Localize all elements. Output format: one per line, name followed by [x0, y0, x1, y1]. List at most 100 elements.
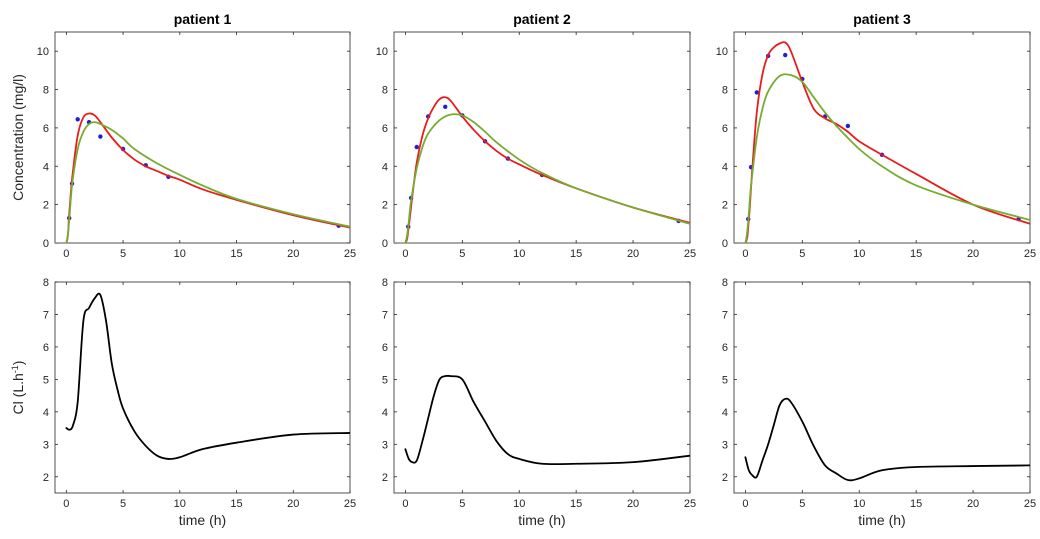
x-tick-label: 25 [344, 248, 356, 260]
x-tick-label: 5 [799, 248, 805, 260]
chart-panel-4: 0 5 10 15 20 25 2 3 4 5 6 7 8 time (h) Cl (L.h-1) [10, 277, 356, 528]
data-point [443, 104, 448, 110]
x-tick-label: 0 [63, 248, 69, 260]
x-tick-label: 5 [799, 498, 805, 510]
y-tick-label: 3 [43, 439, 49, 451]
y-tick-label: 2 [382, 472, 388, 484]
x-tick-label: 15 [910, 498, 922, 510]
series-line-green [394, 113, 690, 243]
y-tick-label: 10 [376, 46, 388, 58]
series-line-red [55, 112, 350, 243]
y-tick-label: 6 [722, 123, 728, 135]
x-tick-label: 0 [402, 498, 408, 510]
x-tick-label: 0 [742, 248, 748, 260]
series-line-black [65, 292, 350, 460]
y-tick-label: 8 [43, 85, 49, 97]
x-tick-label: 5 [120, 498, 126, 510]
x-tick-label: 20 [627, 248, 639, 260]
data-point [845, 123, 851, 129]
y-tick-label: 4 [382, 407, 388, 419]
series-line-green [734, 73, 1030, 243]
y-tick-label: 2 [43, 472, 49, 484]
x-tick-label: 0 [63, 498, 69, 510]
y-tick-label: 8 [382, 85, 388, 97]
chart-panel-2: 0 5 10 15 20 25 0 2 4 6 8 10 patient 2 [376, 11, 696, 260]
axes-box [393, 31, 691, 244]
axes-box [733, 31, 1031, 244]
x-tick-label: 10 [174, 498, 186, 510]
y-tick-label: 3 [382, 439, 388, 451]
y-tick-label: 4 [722, 407, 728, 419]
y-axis-label-text: Cl (L.h [10, 373, 26, 414]
y-tick-label: 4 [722, 161, 728, 173]
y-tick-label: 2 [722, 200, 728, 212]
y-axis-label: Cl (L.h-1) [10, 361, 26, 415]
y-tick-label: 5 [722, 374, 728, 386]
x-axis-label: time (h) [179, 512, 226, 528]
x-tick-label: 15 [230, 498, 242, 510]
y-tick-label: 8 [722, 85, 728, 97]
x-tick-label: 20 [967, 498, 979, 510]
x-tick-label: 20 [287, 498, 299, 510]
y-tick-label: 10 [716, 46, 728, 58]
data-point [754, 90, 759, 95]
x-tick-label: 10 [853, 248, 865, 260]
y-tick-label: 2 [382, 200, 388, 212]
x-tick-label: 0 [742, 498, 748, 510]
x-tick-label: 20 [967, 248, 979, 260]
y-tick-label: 2 [43, 200, 49, 212]
data-point [98, 134, 103, 139]
chart-panel-3: 0 5 10 15 20 25 0 2 4 6 8 10 patient 3 [716, 11, 1036, 260]
x-axis-label: time (h) [518, 512, 565, 528]
y-tick-label: 10 [37, 46, 49, 58]
axes-box [54, 281, 351, 494]
y-tick-label: 8 [722, 277, 728, 289]
axes-box [393, 281, 691, 494]
x-tick-label: 25 [344, 498, 356, 510]
y-axis-label-superscript: -1 [10, 365, 20, 373]
x-tick-label: 15 [570, 248, 582, 260]
y-tick-label: 6 [382, 342, 388, 354]
series-line-green [55, 121, 350, 243]
y-tick-label: 4 [43, 161, 49, 173]
x-tick-label: 5 [120, 248, 126, 260]
x-axis-label: time (h) [858, 512, 905, 528]
y-axis-label-text: Concentration (mg/l) [10, 74, 26, 201]
axes-box [54, 31, 351, 244]
y-tick-label: 4 [382, 161, 388, 173]
y-tick-label: 7 [722, 309, 728, 321]
axes-box [733, 281, 1031, 494]
y-tick-label: 5 [43, 374, 49, 386]
x-tick-label: 25 [684, 498, 696, 510]
y-tick-label: 8 [382, 277, 388, 289]
chart-title: patient 2 [513, 11, 571, 27]
series-line-red [734, 41, 1030, 243]
y-tick-label: 6 [43, 123, 49, 135]
y-axis-label: Concentration (mg/l) [10, 74, 26, 201]
y-tick-label: 6 [382, 123, 388, 135]
x-tick-label: 25 [1024, 248, 1036, 260]
data-point [783, 52, 788, 58]
chart-panel-5: 0 5 10 15 20 25 2 3 4 5 6 7 8 time (h) [382, 277, 696, 528]
x-tick-label: 10 [513, 248, 525, 260]
y-tick-label: 0 [382, 238, 388, 250]
x-tick-label: 20 [287, 248, 299, 260]
x-tick-label: 10 [174, 248, 186, 260]
y-tick-label: 5 [382, 374, 388, 386]
x-tick-label: 5 [459, 248, 465, 260]
x-tick-label: 15 [230, 248, 242, 260]
y-tick-label: 8 [43, 277, 49, 289]
x-tick-label: 5 [459, 498, 465, 510]
x-tick-label: 20 [627, 498, 639, 510]
y-tick-label: 7 [43, 309, 49, 321]
chart-panel-6: 0 5 10 15 20 25 2 3 4 5 6 7 8 time (h) [722, 277, 1036, 528]
chart-title: patient 3 [853, 11, 911, 27]
series-line-red [394, 96, 690, 243]
y-tick-label: 4 [43, 407, 49, 419]
data-point [414, 144, 419, 150]
x-tick-label: 25 [684, 248, 696, 260]
x-tick-label: 25 [1024, 498, 1036, 510]
x-tick-label: 0 [402, 248, 408, 260]
observed-points [746, 52, 1021, 222]
